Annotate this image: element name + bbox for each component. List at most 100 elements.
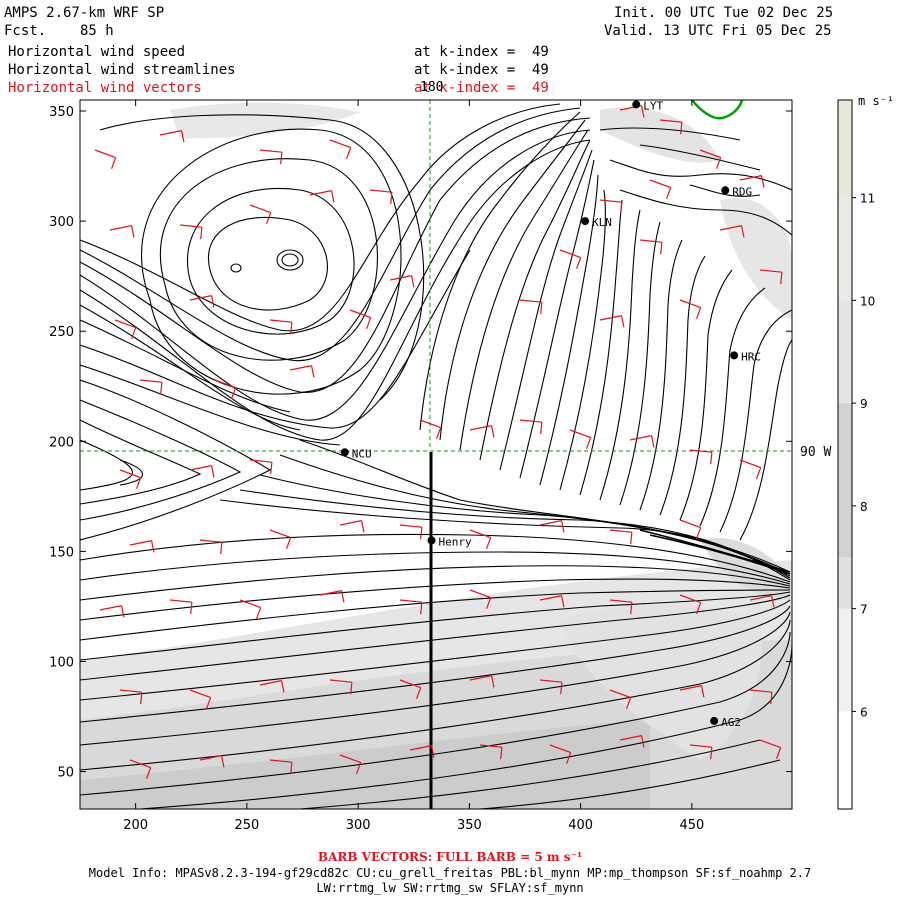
colorbar-unit: m s⁻¹ bbox=[858, 94, 895, 108]
barb-flag bbox=[500, 747, 503, 760]
barb-flag bbox=[695, 527, 702, 540]
barb-flag bbox=[540, 302, 543, 315]
x-tick-label: 200 bbox=[123, 818, 148, 833]
barb-shaft bbox=[249, 459, 272, 463]
barb-shaft bbox=[419, 419, 441, 429]
barb-shaft bbox=[269, 759, 292, 763]
colorbar-segment bbox=[838, 505, 852, 558]
station-label: Henry bbox=[439, 535, 472, 548]
wind-map: LYT RDG KLN HRC NCU Henry AG2 200 250 300 350 400 4… bbox=[49, 80, 875, 833]
barb-shaft bbox=[519, 419, 542, 423]
colorbar-label: 6 bbox=[860, 705, 868, 719]
barb-flag bbox=[660, 242, 663, 255]
y-tick-label: 100 bbox=[49, 655, 74, 670]
barb-flag bbox=[740, 225, 745, 238]
forecast-label: Fcst. bbox=[4, 23, 47, 39]
barb-shaft bbox=[319, 590, 342, 596]
barb-flag bbox=[200, 227, 203, 240]
field-name-vectors: Horizontal wind vectors bbox=[8, 80, 202, 96]
barb-shaft bbox=[329, 679, 352, 683]
barb-shaft bbox=[749, 595, 772, 601]
barb-flag bbox=[140, 692, 143, 705]
y-tick-label: 50 bbox=[57, 766, 74, 781]
station-dot bbox=[632, 100, 641, 109]
barb-flag bbox=[220, 755, 225, 768]
barb-shaft bbox=[269, 529, 291, 539]
barb-flag bbox=[540, 422, 543, 435]
station-dot bbox=[340, 448, 349, 457]
barb-flag bbox=[640, 735, 645, 748]
barb-shaft bbox=[199, 539, 222, 543]
barb-flag bbox=[565, 752, 572, 765]
barb-flag bbox=[435, 427, 442, 440]
barb-flag bbox=[710, 747, 713, 760]
barb-shaft bbox=[609, 689, 631, 699]
barb-note: BARB VECTORS: FULL BARB = 5 m s⁻¹ bbox=[317, 850, 583, 864]
colorbar-label: 10 bbox=[860, 294, 875, 308]
barb-shaft bbox=[749, 689, 772, 693]
barb-flag bbox=[650, 435, 655, 448]
colorbar-segment bbox=[838, 711, 852, 809]
barb-flag bbox=[680, 122, 683, 135]
barb-shaft bbox=[399, 524, 422, 528]
barb-flag bbox=[290, 322, 293, 335]
barb-shaft bbox=[699, 149, 721, 159]
barb-shaft bbox=[114, 319, 136, 329]
barb-shaft bbox=[659, 119, 682, 123]
barb-shaft bbox=[679, 299, 701, 309]
barb-flag bbox=[205, 697, 212, 710]
barb-flag bbox=[700, 685, 705, 698]
barb-shaft bbox=[339, 754, 361, 764]
station-markers: LYT RDG KLN HRC NCU Henry AG2 bbox=[340, 99, 761, 729]
barb-flag bbox=[575, 257, 582, 270]
field-level-vectors: at k-index = 49 bbox=[414, 80, 549, 96]
barb-shaft bbox=[189, 295, 212, 301]
x-tick-label: 400 bbox=[568, 818, 593, 833]
barb-shaft bbox=[179, 224, 202, 228]
barb-shaft bbox=[189, 465, 212, 471]
barb-flag bbox=[490, 425, 495, 438]
station-label: HRC bbox=[741, 350, 761, 363]
barb-flag bbox=[415, 687, 422, 700]
barb-shaft bbox=[559, 249, 581, 259]
init-time: Init. 00 UTC Tue 02 Dec 25 bbox=[614, 5, 834, 21]
station-label: AG2 bbox=[721, 716, 741, 729]
barb-flag bbox=[760, 175, 765, 188]
barb-shaft bbox=[549, 744, 571, 754]
colorbar-segment bbox=[838, 197, 852, 301]
station-dot bbox=[730, 351, 739, 360]
barb-flag bbox=[180, 130, 185, 143]
barb-shaft bbox=[619, 735, 642, 741]
barb-shaft bbox=[389, 275, 412, 281]
barb-flag bbox=[420, 527, 423, 540]
x-tick-label: 300 bbox=[346, 818, 371, 833]
barb-shaft bbox=[399, 679, 421, 689]
barb-shaft bbox=[759, 739, 781, 749]
barb-shaft bbox=[309, 190, 332, 196]
y-tick-label: 200 bbox=[49, 435, 74, 450]
barb-shaft bbox=[289, 365, 312, 371]
barb-flag bbox=[630, 602, 633, 615]
barb-shaft bbox=[569, 429, 591, 439]
barb-flag bbox=[770, 595, 775, 608]
barb-flag bbox=[210, 295, 215, 308]
barb-shaft bbox=[759, 269, 782, 273]
barb-flag bbox=[770, 692, 773, 705]
station-dot bbox=[427, 536, 436, 545]
barb-flag bbox=[340, 590, 345, 603]
barb-flag bbox=[620, 202, 623, 215]
barb-flag bbox=[280, 680, 285, 693]
wind-barbs bbox=[94, 105, 783, 780]
barb-flag bbox=[390, 192, 393, 205]
colorbar-segment bbox=[838, 403, 852, 506]
barb-shaft bbox=[599, 199, 622, 203]
barb-shaft bbox=[119, 689, 142, 693]
barb-flag bbox=[160, 382, 163, 395]
x-tick-label: 350 bbox=[457, 818, 482, 833]
barb-flag bbox=[220, 542, 223, 555]
barb-flag bbox=[775, 747, 782, 760]
colorbar-segment bbox=[838, 100, 852, 198]
barb-shaft bbox=[469, 425, 492, 431]
y-tick-label: 300 bbox=[49, 215, 74, 230]
meridian-label: 180 bbox=[420, 80, 443, 95]
